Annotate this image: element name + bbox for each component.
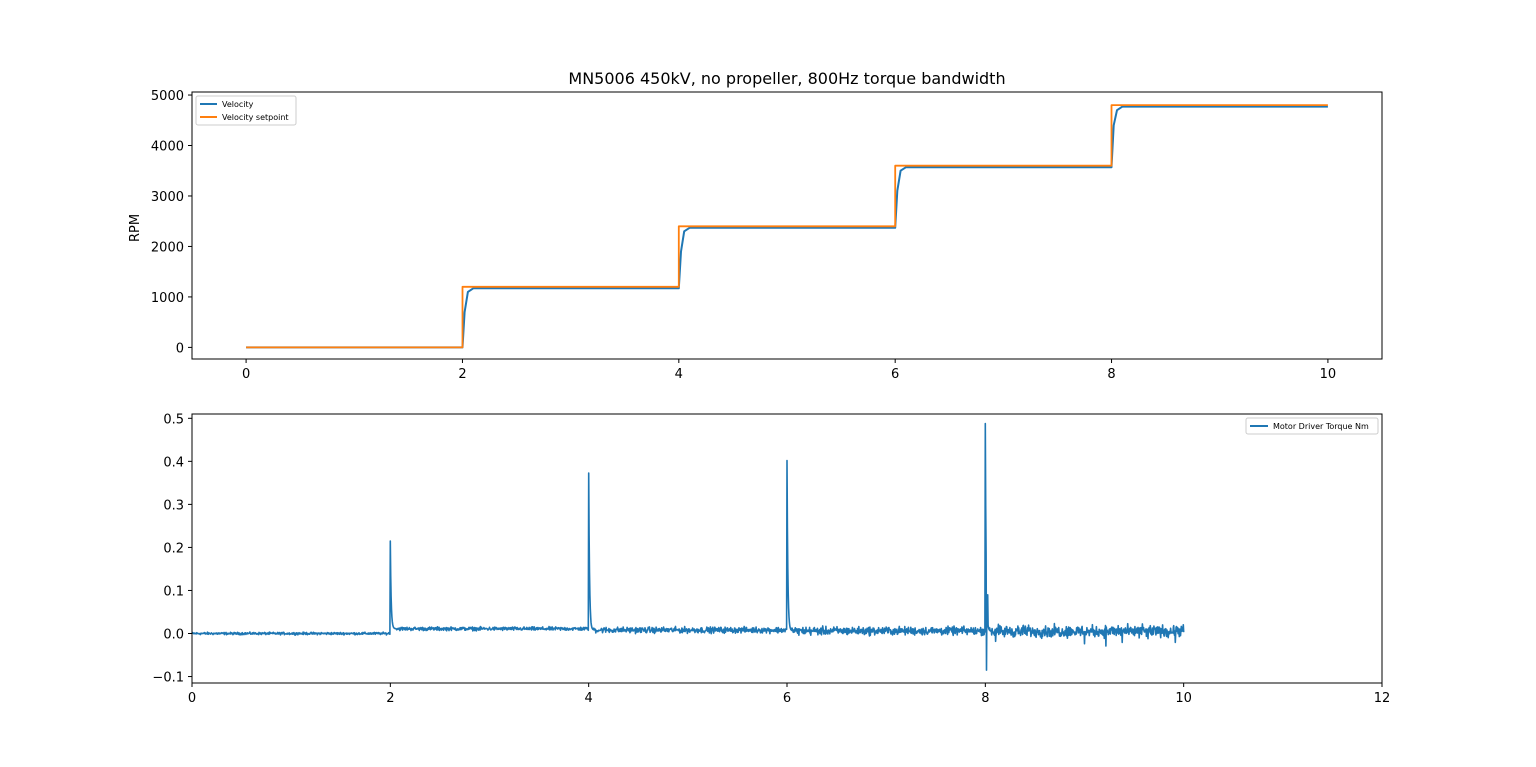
legend-label-velocity: Velocity bbox=[222, 100, 254, 109]
y-axis-label-rpm: RPM bbox=[128, 214, 143, 242]
velocity-axes-frame bbox=[191, 91, 1383, 360]
velocity-y-tick-label: 1000 bbox=[151, 291, 184, 306]
torque-line bbox=[191, 422, 1185, 671]
velocity-setpoint-line bbox=[246, 104, 1328, 349]
velocity-series-lines bbox=[246, 104, 1328, 349]
torque-legend: Motor Driver Torque Nm bbox=[1245, 417, 1379, 435]
torque-x-tick-label: 12 bbox=[1374, 691, 1391, 706]
velocity-y-tick-label: 2000 bbox=[151, 240, 184, 255]
velocity-line bbox=[246, 105, 1328, 349]
legend-label-velocity-setpoint: Velocity setpoint bbox=[222, 113, 289, 122]
velocity-y-ticks: 0 1000 2000 3000 4000 5000 bbox=[151, 89, 192, 356]
torque-y-ticks: −0.1 0.0 0.1 0.2 0.3 0.4 0.5 bbox=[152, 412, 192, 686]
torque-y-tick-label: 0.5 bbox=[163, 412, 184, 427]
legend-label-torque: Motor Driver Torque Nm bbox=[1273, 422, 1369, 431]
velocity-x-tick-label: 8 bbox=[1107, 367, 1115, 382]
torque-y-tick-label: 0.2 bbox=[163, 541, 184, 556]
velocity-y-tick-label: 0 bbox=[176, 341, 184, 356]
torque-y-tick-label: 0.3 bbox=[163, 498, 184, 513]
velocity-y-tick-label: 4000 bbox=[151, 140, 184, 155]
torque-axes: 0 2 4 6 8 10 12 −0.1 0.0 0.1 0.2 0.3 0.4 0.5 Motor D… bbox=[152, 412, 1390, 706]
torque-x-tick-label: 6 bbox=[783, 691, 791, 706]
torque-legend-box bbox=[1245, 417, 1379, 435]
velocity-x-tick-label: 10 bbox=[1320, 367, 1337, 382]
velocity-x-ticks: 0 2 4 6 8 10 bbox=[242, 359, 1336, 382]
torque-y-tick-label: 0.0 bbox=[163, 628, 184, 643]
velocity-y-tick-label: 3000 bbox=[151, 190, 184, 205]
torque-y-tick-label: −0.1 bbox=[152, 671, 184, 686]
velocity-x-tick-label: 2 bbox=[458, 367, 466, 382]
velocity-legend-box bbox=[195, 95, 297, 126]
torque-x-tick-label: 0 bbox=[188, 691, 196, 706]
torque-x-ticks: 0 2 4 6 8 10 12 bbox=[188, 683, 1390, 706]
velocity-axes: MN5006 450kV, no propeller, 800Hz torque… bbox=[128, 69, 1383, 382]
torque-x-tick-label: 2 bbox=[386, 691, 394, 706]
torque-series-lines bbox=[191, 422, 1185, 671]
velocity-x-tick-label: 0 bbox=[242, 367, 250, 382]
chart-title: MN5006 450kV, no propeller, 800Hz torque… bbox=[568, 69, 1005, 88]
velocity-x-tick-label: 4 bbox=[675, 367, 683, 382]
torque-x-tick-label: 10 bbox=[1175, 691, 1192, 706]
velocity-legend: Velocity Velocity setpoint bbox=[195, 95, 297, 126]
velocity-y-tick-label: 5000 bbox=[151, 89, 184, 104]
torque-x-tick-label: 8 bbox=[981, 691, 989, 706]
velocity-x-tick-label: 6 bbox=[891, 367, 899, 382]
torque-y-tick-label: 0.1 bbox=[163, 584, 184, 599]
torque-y-tick-label: 0.4 bbox=[163, 455, 184, 470]
torque-x-tick-label: 4 bbox=[585, 691, 593, 706]
